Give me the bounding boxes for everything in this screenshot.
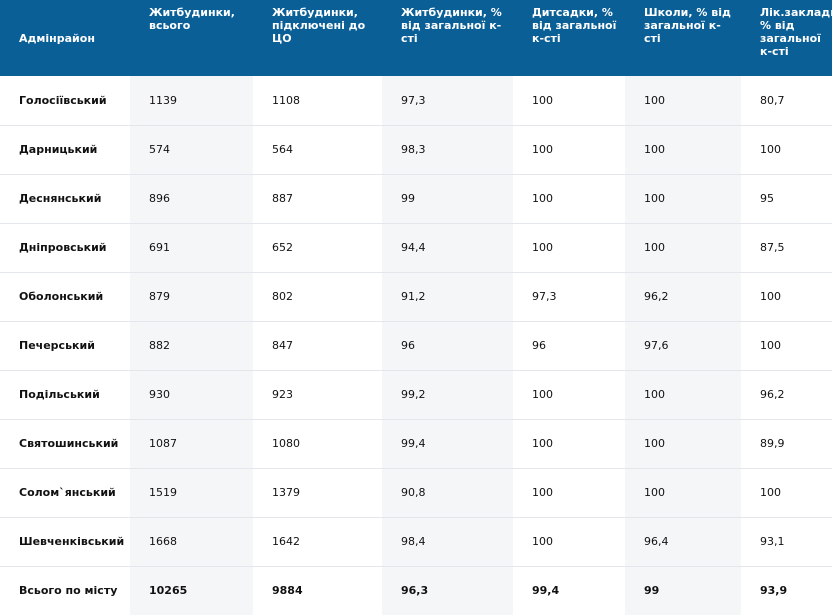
- header-medical-percent: Лік.заклади, % від загальної к-сті: [741, 0, 832, 76]
- cell-buildings-connected: 652: [253, 223, 382, 273]
- cell-buildings-percent: 91,2: [382, 272, 513, 322]
- total-row: Всього по місту 10265 9884 96,3 99,4 99 93,9: [0, 566, 832, 615]
- cell-medical-percent: 100: [741, 272, 832, 322]
- total-schools-percent: 99: [625, 566, 741, 615]
- cell-kindergartens-percent: 100: [513, 468, 625, 518]
- header-buildings-percent: Житбудинки, % від загальної к-сті: [382, 0, 513, 76]
- cell-schools-percent: 100: [625, 468, 741, 518]
- cell-buildings-percent: 99: [382, 174, 513, 224]
- cell-buildings-percent: 98,4: [382, 517, 513, 567]
- cell-medical-percent: 100: [741, 125, 832, 175]
- cell-buildings-total: 882: [130, 321, 253, 371]
- table-row: Деснянський 896 887 99 100 100 95: [0, 174, 832, 224]
- table-row: Дніпровський 691 652 94,4 100 100 87,5: [0, 223, 832, 273]
- cell-medical-percent: 87,5: [741, 223, 832, 273]
- table-row: Святошинський 1087 1080 99,4 100 100 89,9: [0, 419, 832, 469]
- cell-buildings-total: 1519: [130, 468, 253, 518]
- cell-schools-percent: 100: [625, 223, 741, 273]
- cell-schools-percent: 96,2: [625, 272, 741, 322]
- cell-medical-percent: 95: [741, 174, 832, 224]
- cell-buildings-total: 879: [130, 272, 253, 322]
- cell-buildings-connected: 1080: [253, 419, 382, 469]
- cell-district-name: Оболонський: [0, 272, 130, 322]
- cell-buildings-connected: 1108: [253, 76, 382, 126]
- cell-buildings-total: 896: [130, 174, 253, 224]
- cell-buildings-connected: 887: [253, 174, 382, 224]
- total-medical-percent: 93,9: [760, 584, 788, 598]
- cell-buildings-percent: 97,3: [382, 76, 513, 126]
- cell-buildings-total: 1087: [130, 419, 253, 469]
- cell-district-name: Печерський: [0, 321, 130, 371]
- total-kindergartens-percent: 99,4: [532, 584, 560, 598]
- cell-buildings-percent: 98,3: [382, 125, 513, 175]
- cell-kindergartens-percent: 100: [513, 76, 625, 126]
- cell-medical-percent: 96,2: [741, 370, 832, 420]
- table-row: Оболонський 879 802 91,2 97,3 96,2 100: [0, 272, 832, 322]
- cell-district-name: Подільський: [0, 370, 130, 420]
- cell-schools-percent: 97,6: [625, 321, 741, 371]
- table-row: Голосіївський 1139 1108 97,3 100 100 80,7: [0, 76, 832, 126]
- cell-buildings-percent: 90,8: [382, 468, 513, 518]
- header-buildings-connected: Житбудинки, підключені до ЦО: [253, 0, 382, 76]
- cell-buildings-connected: 564: [253, 125, 382, 175]
- header-row: Адмінрайон Житбудинки, всього Житбудинки…: [0, 0, 832, 76]
- table-row: Подільський 930 923 99,2 100 100 96,2: [0, 370, 832, 420]
- cell-district-name: Дарницький: [0, 125, 130, 175]
- cell-medical-percent: 93,1: [741, 517, 832, 567]
- header-schools-percent: Школи, % від загальної к-сті: [625, 0, 741, 76]
- header-district: Адмінрайон: [0, 0, 130, 76]
- cell-buildings-total: 574: [130, 125, 253, 175]
- cell-district-name: Голосіївський: [0, 76, 130, 126]
- total-buildings-percent: 96,3: [382, 566, 513, 615]
- cell-district-name: Шевченківський: [0, 517, 130, 567]
- cell-buildings-total: 930: [130, 370, 253, 420]
- total-buildings-connected: 9884: [272, 584, 303, 598]
- cell-buildings-total: 691: [130, 223, 253, 273]
- cell-kindergartens-percent: 100: [513, 517, 625, 567]
- cell-medical-percent: 89,9: [741, 419, 832, 469]
- cell-buildings-connected: 847: [253, 321, 382, 371]
- table-body: Голосіївський 1139 1108 97,3 100 100 80,7 Дарни…: [0, 76, 832, 615]
- total-buildings-total: 10265: [130, 566, 253, 615]
- cell-schools-percent: 100: [625, 419, 741, 469]
- cell-schools-percent: 100: [625, 125, 741, 175]
- table-row: Дарницький 574 564 98,3 100 100 100: [0, 125, 832, 175]
- cell-kindergartens-percent: 100: [513, 419, 625, 469]
- table-header: Адмінрайон Житбудинки, всього Житбудинки…: [0, 0, 832, 76]
- cell-buildings-percent: 99,2: [382, 370, 513, 420]
- cell-medical-percent: 100: [741, 468, 832, 518]
- cell-buildings-connected: 802: [253, 272, 382, 322]
- header-kindergartens-percent: Дитсадки, % від загальної к-сті: [513, 0, 625, 76]
- cell-district-name: Святошинський: [0, 419, 130, 469]
- table-row: Печерський 882 847 96 96 97,6 100: [0, 321, 832, 371]
- cell-schools-percent: 96,4: [625, 517, 741, 567]
- cell-schools-percent: 100: [625, 76, 741, 126]
- cell-kindergartens-percent: 100: [513, 223, 625, 273]
- header-buildings-total: Житбудинки, всього: [130, 0, 253, 76]
- cell-kindergartens-percent: 100: [513, 125, 625, 175]
- total-district-name: Всього по місту: [19, 584, 118, 598]
- cell-buildings-connected: 1379: [253, 468, 382, 518]
- cell-kindergartens-percent: 96: [513, 321, 625, 371]
- table-row: Солом`янський 1519 1379 90,8 100 100 100: [0, 468, 832, 518]
- cell-schools-percent: 100: [625, 174, 741, 224]
- cell-buildings-connected: 923: [253, 370, 382, 420]
- cell-kindergartens-percent: 100: [513, 174, 625, 224]
- cell-medical-percent: 80,7: [741, 76, 832, 126]
- cell-kindergartens-percent: 97,3: [513, 272, 625, 322]
- cell-buildings-total: 1668: [130, 517, 253, 567]
- cell-district-name: Деснянський: [0, 174, 130, 224]
- cell-buildings-percent: 96: [382, 321, 513, 371]
- cell-kindergartens-percent: 100: [513, 370, 625, 420]
- table-row: Шевченківський 1668 1642 98,4 100 96,4 93,1: [0, 517, 832, 567]
- cell-buildings-total: 1139: [130, 76, 253, 126]
- cell-buildings-percent: 94,4: [382, 223, 513, 273]
- cell-district-name: Дніпровський: [0, 223, 130, 273]
- cell-schools-percent: 100: [625, 370, 741, 420]
- cell-buildings-percent: 99,4: [382, 419, 513, 469]
- cell-medical-percent: 100: [741, 321, 832, 371]
- cell-district-name: Солом`янський: [0, 468, 130, 518]
- cell-buildings-connected: 1642: [253, 517, 382, 567]
